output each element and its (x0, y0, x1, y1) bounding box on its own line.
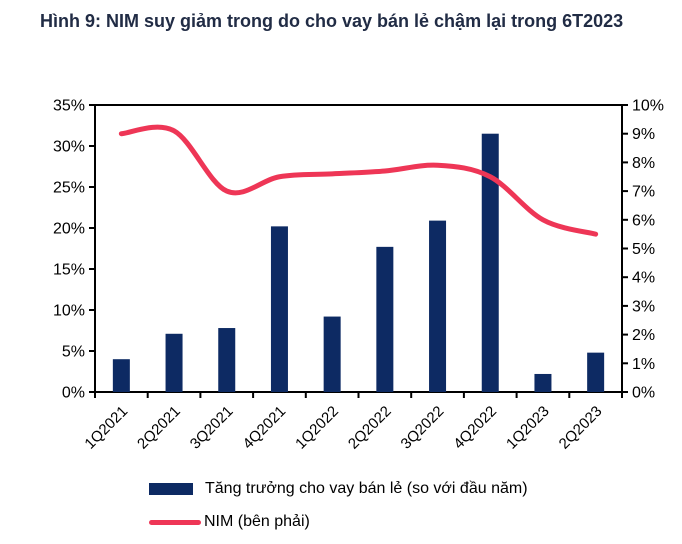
right-axis-label: 1% (632, 356, 655, 373)
line-series-swatch (149, 519, 201, 525)
right-axis-label: 0% (632, 385, 655, 402)
right-axis-label: 7% (632, 184, 655, 201)
right-axis-label: 10% (632, 98, 664, 115)
x-axis-label: 2Q2021 (134, 403, 184, 453)
right-axis-label: 2% (632, 327, 655, 344)
bar-2q2023 (587, 352, 605, 392)
left-axis-label: 20% (53, 221, 85, 238)
nim-line (118, 124, 599, 237)
right-axis-label: 8% (632, 155, 655, 172)
chart-canvas: 0% 5% 10% 15% 20% 25% 30% 35% 0% 1% 2% 3% 4% 5% 6% 7% 8%… (53, 98, 664, 453)
bar-2q2021 (165, 333, 183, 392)
legend-item-line-series: NIM (bên phải) (149, 513, 528, 531)
bar-2q2022 (376, 246, 394, 392)
x-axis-label: 2Q2022 (345, 403, 395, 453)
left-axis-label: 15% (53, 262, 85, 279)
bar-series-swatch (149, 483, 193, 495)
legend-item-bar-series: Tăng trưởng cho vay bán lẻ (so với đầu n… (149, 480, 528, 498)
x-axis-label: 4Q2022 (450, 403, 500, 453)
left-axis-label: 5% (62, 344, 85, 361)
left-axis-label: 35% (53, 98, 85, 115)
bar-series-label: Tăng trưởng cho vay bán lẻ (so với đầu n… (205, 480, 528, 497)
left-axis-label: 0% (62, 385, 85, 402)
right-axis-label: 9% (632, 126, 655, 143)
x-axis-label: 4Q2021 (240, 403, 290, 453)
right-axis-label: 3% (632, 298, 655, 315)
right-axis-label: 4% (632, 270, 655, 287)
x-axis-label: 2Q2023 (556, 403, 606, 453)
x-axis-label: 1Q2023 (503, 403, 553, 453)
bar-3q2022 (429, 220, 447, 392)
left-axis-label: 25% (53, 180, 85, 197)
right-axis-label: 6% (632, 212, 655, 229)
bar-4q2022 (481, 133, 499, 392)
line-series-label: NIM (bên phải) (204, 513, 310, 530)
x-axis-label: 3Q2021 (187, 403, 237, 453)
bar-1q2021 (112, 359, 130, 392)
x-axis-label: 1Q2022 (292, 403, 342, 453)
bar-1q2022 (323, 316, 341, 392)
bar-4q2021 (270, 226, 288, 392)
x-axis-label: 1Q2021 (81, 403, 131, 453)
left-axis-label: 30% (53, 139, 85, 156)
bar-3q2021 (218, 328, 236, 392)
left-axis-label: 10% (53, 303, 85, 320)
right-axis-label: 5% (632, 241, 655, 258)
x-axis-label: 3Q2022 (398, 403, 448, 453)
bar-1q2023 (534, 373, 552, 392)
figure-title: Hình 9: NIM suy giảm trong do cho vay bá… (40, 11, 624, 31)
legend: Tăng trưởng cho vay bán lẻ (so với đầu n… (149, 480, 528, 531)
